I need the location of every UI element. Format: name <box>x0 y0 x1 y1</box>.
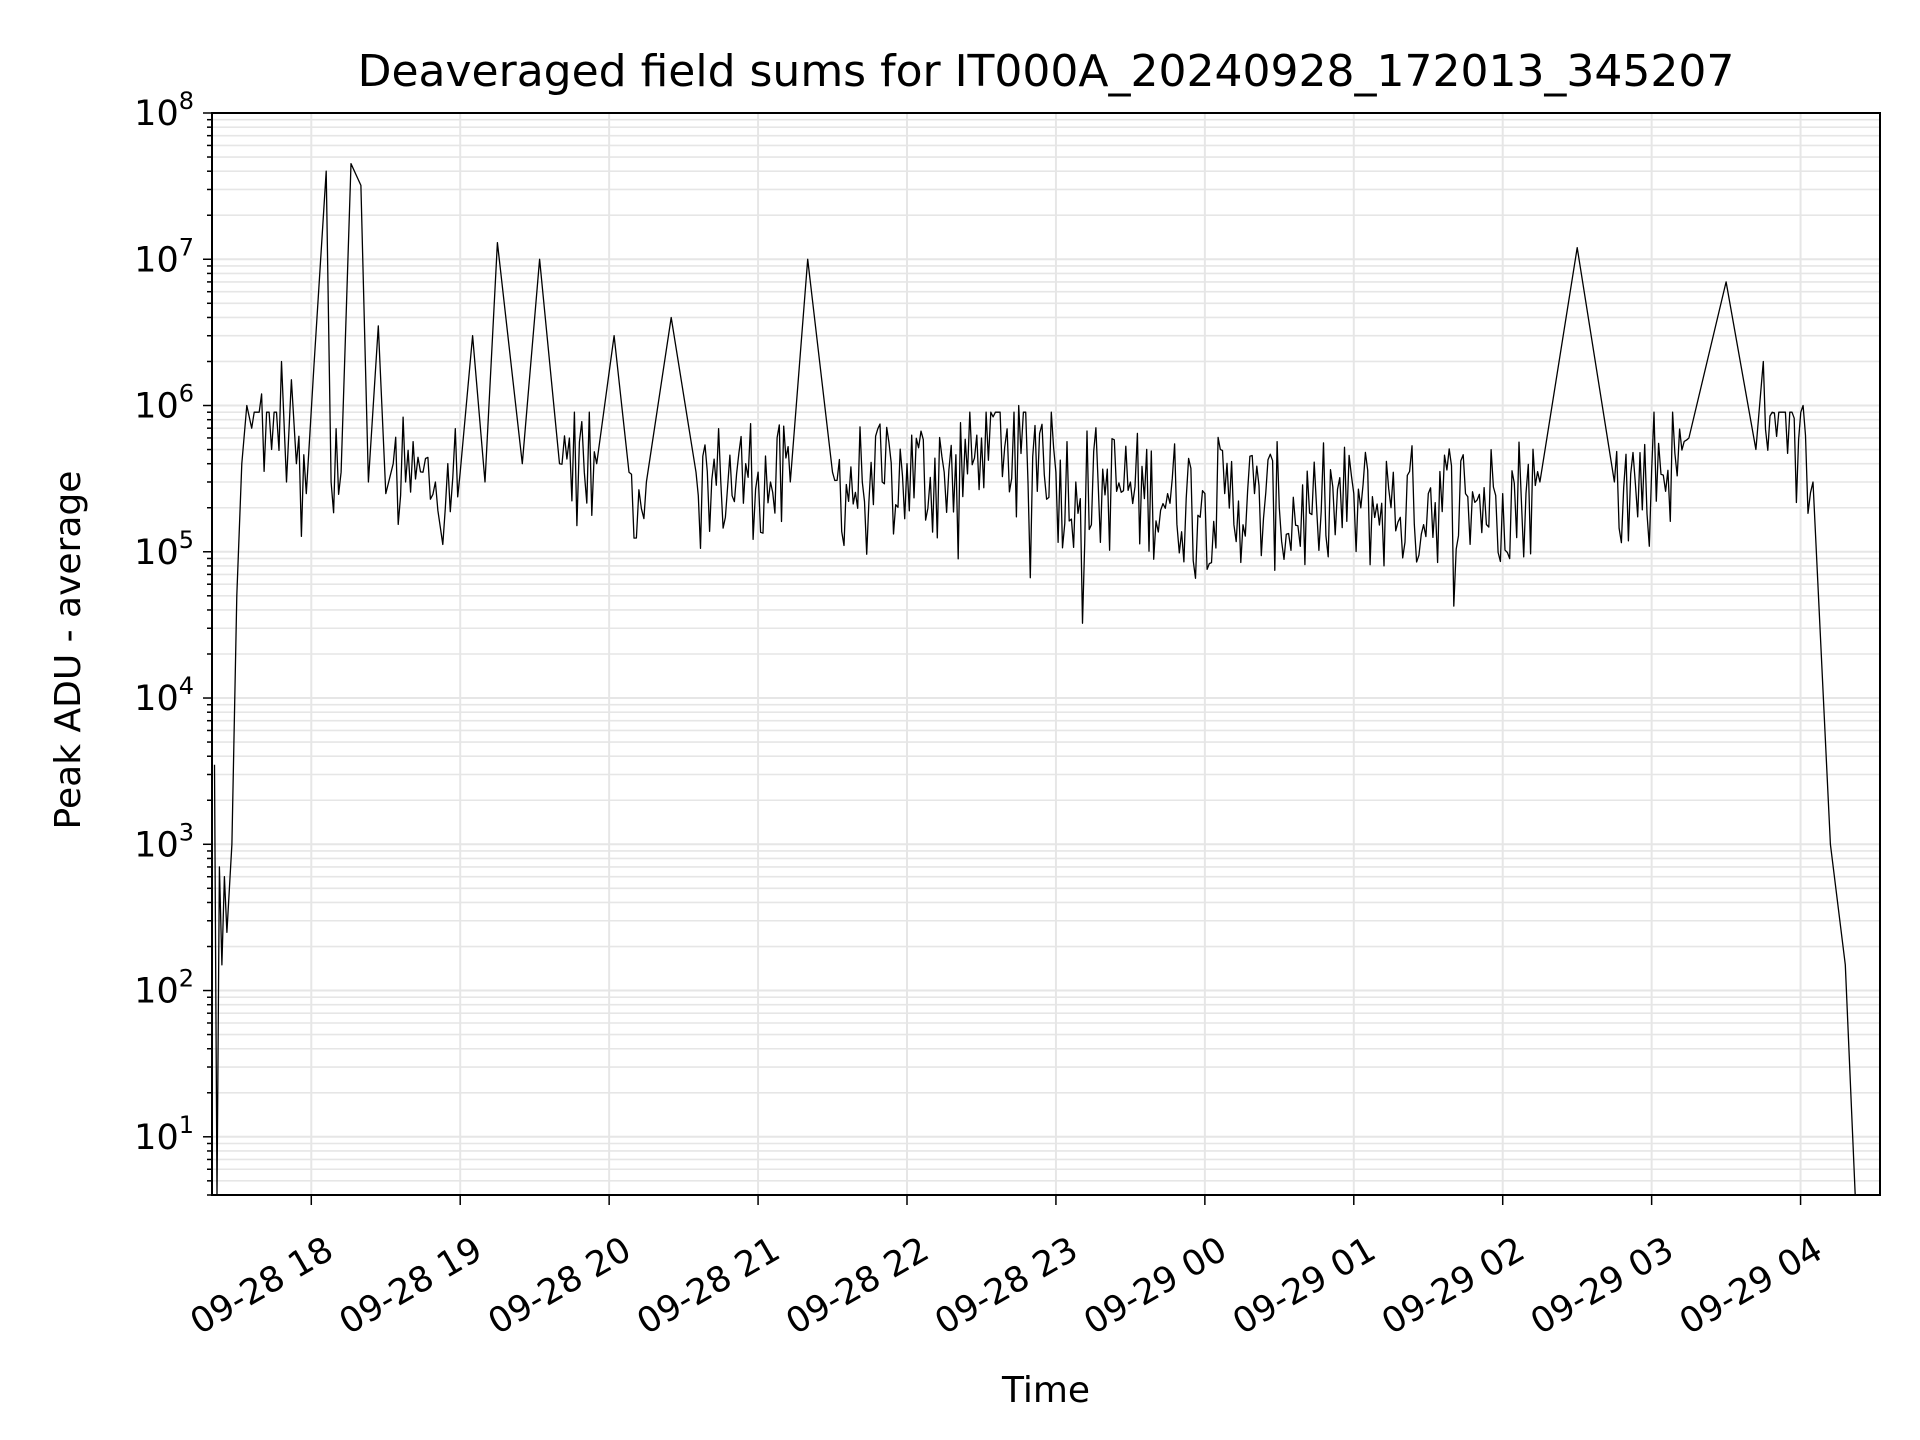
y-axis-label: Peak ADU - average <box>48 471 89 830</box>
x-tick-label: 09-29 00 <box>1077 1230 1233 1343</box>
y-tick-label: 105 <box>134 526 194 573</box>
y-tick-label: 102 <box>134 965 194 1012</box>
y-tick-label: 107 <box>134 233 194 280</box>
grid-lines <box>212 113 1880 1196</box>
x-tick-label: 09-28 18 <box>184 1230 340 1343</box>
x-tick-label: 09-29 03 <box>1524 1230 1680 1343</box>
series-line <box>213 163 1866 1196</box>
y-tick-label: 104 <box>134 672 194 719</box>
x-axis-label: Time <box>1001 1370 1090 1411</box>
plot-frame <box>211 112 1881 1196</box>
chart-title: Deaveraged field sums for IT000A_2024092… <box>358 46 1735 97</box>
x-tick-label: 09-28 22 <box>780 1230 936 1343</box>
x-tick-label: 09-29 01 <box>1226 1230 1382 1343</box>
x-tick-label: 09-29 04 <box>1673 1230 1829 1343</box>
data-series <box>213 163 1866 1196</box>
x-tick-label: 09-28 20 <box>482 1230 638 1343</box>
x-tick-label: 09-28 21 <box>631 1230 787 1343</box>
x-tick-label: 09-29 02 <box>1375 1230 1531 1343</box>
y-tick-label: 108 <box>134 87 194 134</box>
y-tick-label: 101 <box>134 1111 194 1158</box>
x-tick-label: 09-28 23 <box>929 1230 1085 1343</box>
x-tick-label: 09-28 19 <box>333 1230 489 1343</box>
y-tick-label: 103 <box>134 818 194 865</box>
y-tick-label: 106 <box>134 380 194 427</box>
